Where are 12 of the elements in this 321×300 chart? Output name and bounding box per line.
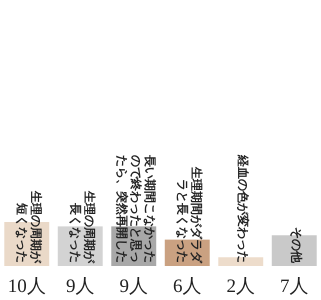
data-label: 9人 xyxy=(66,276,94,297)
data-label: 10人 xyxy=(8,276,46,297)
x-tick-label: その他 xyxy=(289,227,304,264)
data-label: 6人 xyxy=(173,276,202,297)
x-tick-label: 経血の色が変わった xyxy=(236,154,250,263)
x-tick-label: 長い期間こなかったので終わったと思ったら、突然再開した xyxy=(114,154,157,263)
x-tick-label: 生理の周期が短くなった xyxy=(14,190,43,264)
x-tick-label: 生理期間がダラダラと長くなった xyxy=(175,166,204,264)
data-label: 7人 xyxy=(280,276,308,297)
x-tick-label: 生理の周期が長くなった xyxy=(68,190,96,264)
data-label: 2人 xyxy=(226,276,255,297)
data-label: 9人 xyxy=(120,276,148,297)
